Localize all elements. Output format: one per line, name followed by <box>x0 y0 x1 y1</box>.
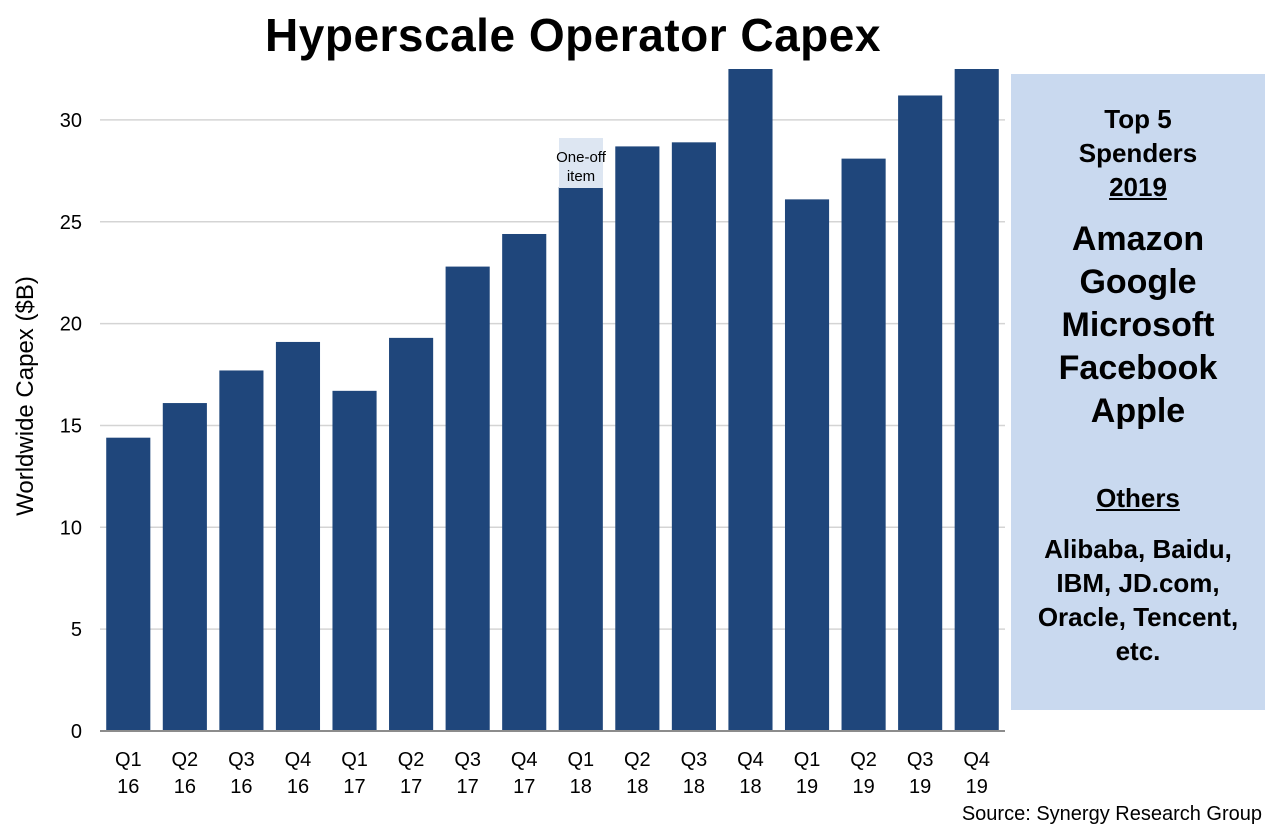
y-tick-label: 0 <box>71 721 82 743</box>
x-tick-label: Q2 <box>398 749 425 771</box>
x-tick-label: Q3 <box>454 749 481 771</box>
x-tick-label: 18 <box>739 776 761 798</box>
y-tick-label: 15 <box>60 415 82 437</box>
y-tick-label: 10 <box>60 517 82 539</box>
bars <box>106 69 999 732</box>
x-tick-label: 18 <box>683 776 705 798</box>
x-tick-label: Q3 <box>681 749 708 771</box>
x-tick-label: 16 <box>287 776 309 798</box>
bar <box>219 370 264 731</box>
x-tick-label: Q2 <box>172 749 199 771</box>
x-tick-label: 16 <box>117 776 139 798</box>
others-line: IBM, JD.com, <box>1056 568 1220 598</box>
x-tick-label: 19 <box>852 776 874 798</box>
x-tick-label: 17 <box>513 776 535 798</box>
y-tick-label: 30 <box>60 110 82 132</box>
bar <box>502 233 547 731</box>
others-line: etc. <box>1115 636 1161 666</box>
panel-heading-year: 2019 <box>1109 172 1167 202</box>
y-tick-label: 25 <box>60 212 82 234</box>
top-spender-item: Amazon <box>1071 220 1205 258</box>
x-tick-label: Q3 <box>907 749 934 771</box>
top-spender-item: Facebook <box>1058 349 1218 387</box>
x-tick-label: Q1 <box>794 749 821 771</box>
bar <box>954 69 999 731</box>
one-off-annotation: One-off item <box>543 148 619 186</box>
x-tick-label: 18 <box>626 776 648 798</box>
x-tick-label: 19 <box>966 776 988 798</box>
bar <box>841 158 886 731</box>
bar <box>389 337 434 731</box>
x-tick-label: Q4 <box>285 749 312 771</box>
bar <box>784 199 830 731</box>
others-line: Oracle, Tencent, <box>1037 602 1239 632</box>
bar <box>445 266 490 731</box>
x-tick-label: Q4 <box>963 749 990 771</box>
x-tick-label: Q2 <box>624 749 651 771</box>
top-spender-item: Apple <box>1090 392 1186 430</box>
bar <box>558 187 603 731</box>
bar <box>332 390 377 731</box>
bar <box>615 146 660 731</box>
bar <box>162 403 207 731</box>
top-spender-item: Microsoft <box>1061 306 1215 344</box>
x-tick-label: 19 <box>909 776 931 798</box>
y-tick-labels: 0 5 10 15 20 25 30 <box>60 110 82 743</box>
x-tick-label: Q1 <box>567 749 594 771</box>
x-tick-label: Q3 <box>228 749 255 771</box>
x-tick-label: 17 <box>457 776 479 798</box>
x-tick-label: Q1 <box>341 749 368 771</box>
others-line: Alibaba, Baidu, <box>1044 534 1232 564</box>
y-tick-label: 20 <box>60 314 82 336</box>
x-tick-label: 16 <box>174 776 196 798</box>
x-tick-label: 17 <box>343 776 365 798</box>
annotation-line-2: item <box>566 168 596 185</box>
x-tick-labels: Q1 16 Q2 16 Q3 16 Q4 16 Q1 17 Q2 17 Q3 17 Q4 17 Q1 18 Q2 18… <box>115 749 990 798</box>
x-tick-label: Q4 <box>511 749 538 771</box>
x-tick-label: Q1 <box>115 749 142 771</box>
x-tick-label: Q4 <box>737 749 764 771</box>
top-spender-item: Google <box>1079 263 1197 301</box>
x-tick-label: 16 <box>230 776 252 798</box>
panel-heading-spenders: Spenders <box>1078 138 1198 168</box>
others-heading: Others <box>1096 483 1180 513</box>
y-tick-label: 5 <box>71 619 82 641</box>
source-note: Source: Synergy Research Group <box>961 803 1262 825</box>
bar <box>671 142 716 731</box>
top-spenders-panel: Top 5 Spenders 2019 Amazon Google Micros… <box>1011 74 1265 710</box>
bar <box>106 437 151 731</box>
x-tick-label: 17 <box>400 776 422 798</box>
annotation-background <box>559 138 603 188</box>
bar <box>275 341 321 731</box>
annotation-line-1: One-off <box>556 149 606 166</box>
y-axis-title: Worldwide Capex ($B) <box>12 276 39 516</box>
x-tick-label: 18 <box>570 776 592 798</box>
bar <box>898 95 943 732</box>
chart-title: Hyperscale Operator Capex <box>265 9 881 61</box>
bar <box>728 69 773 731</box>
x-tick-label: Q2 <box>850 749 877 771</box>
panel-heading-top5: Top 5 <box>1104 104 1172 134</box>
x-tick-label: 19 <box>796 776 818 798</box>
